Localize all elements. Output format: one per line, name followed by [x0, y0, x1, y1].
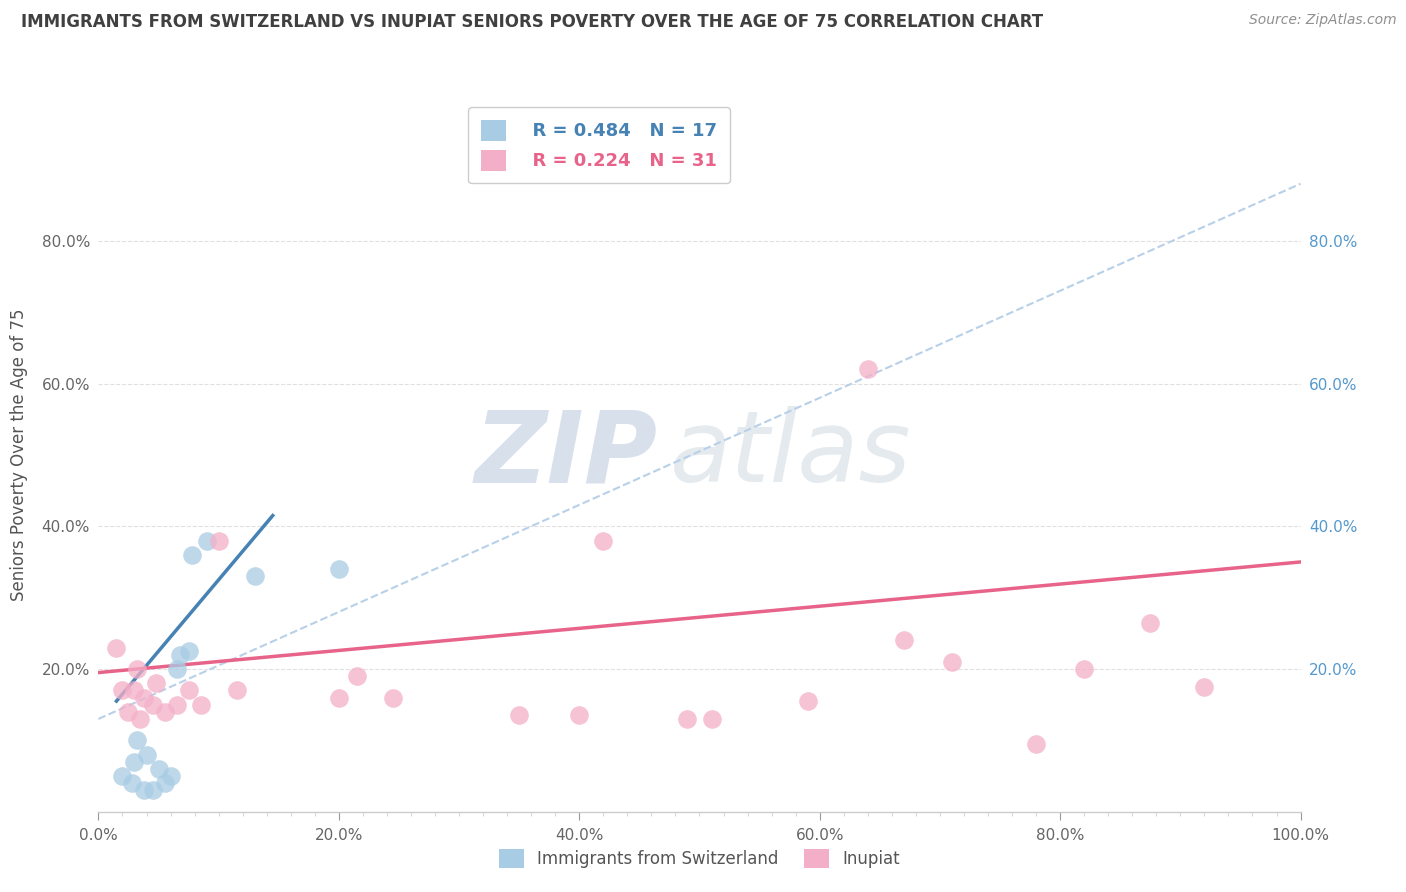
Point: [1194, 680, 1216, 694]
Point: [346, 669, 368, 683]
Point: [153, 776, 176, 790]
Point: [153, 705, 176, 719]
Point: [328, 690, 350, 705]
Legend: Immigrants from Switzerland, Inupiat: Immigrants from Switzerland, Inupiat: [492, 842, 907, 875]
Point: [381, 690, 404, 705]
Text: IMMIGRANTS FROM SWITZERLAND VS INUPIAT SENIORS POVERTY OVER THE AGE OF 75 CORREL: IMMIGRANTS FROM SWITZERLAND VS INUPIAT S…: [21, 13, 1043, 31]
Point: [117, 705, 139, 719]
Point: [141, 783, 163, 797]
Point: [125, 733, 148, 747]
Point: [148, 762, 170, 776]
Point: [129, 712, 152, 726]
Point: [105, 640, 128, 655]
Point: [141, 698, 163, 712]
Point: [166, 698, 188, 712]
Point: [225, 683, 247, 698]
Point: [676, 712, 699, 726]
Y-axis label: Seniors Poverty Over the Age of 75: Seniors Poverty Over the Age of 75: [10, 309, 28, 601]
Point: [121, 776, 143, 790]
Point: [592, 533, 614, 548]
Point: [125, 662, 148, 676]
Point: [132, 690, 155, 705]
Point: [111, 683, 134, 698]
Point: [135, 747, 157, 762]
Point: [1073, 662, 1095, 676]
Point: [796, 694, 818, 708]
Point: [893, 633, 915, 648]
Point: [208, 533, 231, 548]
Point: [177, 644, 200, 658]
Point: [159, 769, 181, 783]
Point: [132, 783, 155, 797]
Point: [190, 698, 212, 712]
Point: [700, 712, 723, 726]
Text: Source: ZipAtlas.com: Source: ZipAtlas.com: [1249, 13, 1396, 28]
Point: [508, 708, 530, 723]
Point: [166, 662, 188, 676]
Point: [243, 569, 266, 583]
Text: ZIP: ZIP: [474, 407, 658, 503]
Point: [177, 683, 200, 698]
Point: [124, 755, 146, 769]
Point: [195, 533, 218, 548]
Point: [111, 769, 134, 783]
Point: [856, 362, 879, 376]
Point: [328, 562, 350, 576]
Text: atlas: atlas: [669, 407, 911, 503]
Point: [1139, 615, 1161, 630]
Point: [1025, 737, 1047, 751]
Point: [941, 655, 963, 669]
Point: [568, 708, 591, 723]
Point: [181, 548, 204, 562]
Point: [145, 676, 167, 690]
Point: [124, 683, 146, 698]
Point: [169, 648, 191, 662]
